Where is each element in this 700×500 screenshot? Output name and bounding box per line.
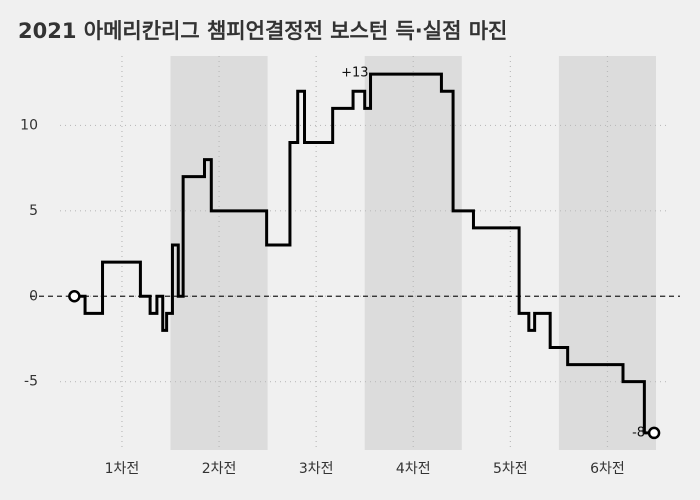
value-label: -8 [632,425,645,440]
end-point [647,426,661,440]
game-band [364,56,462,450]
margin-line [74,72,655,435]
chart-title: 2021 아메리칸리그 챔피언결정전 보스턴 득·실점 마진 [18,19,507,43]
value-label: +13 [341,66,368,81]
game-band [170,56,268,450]
y-tick-label: -5 [24,374,38,390]
y-tick-label: 5 [29,203,38,219]
x-tick-label: 6차전 [590,461,625,477]
game-band [558,56,657,450]
x-tick-label: 4차전 [396,461,431,477]
y-tick-label: 10 [20,117,38,133]
x-tick-label: 3차전 [299,461,334,477]
x-tick-label: 5차전 [493,461,528,477]
x-tick-label: 1차전 [105,461,140,477]
x-tick-label: 2차전 [202,461,237,477]
end-point [68,290,81,303]
